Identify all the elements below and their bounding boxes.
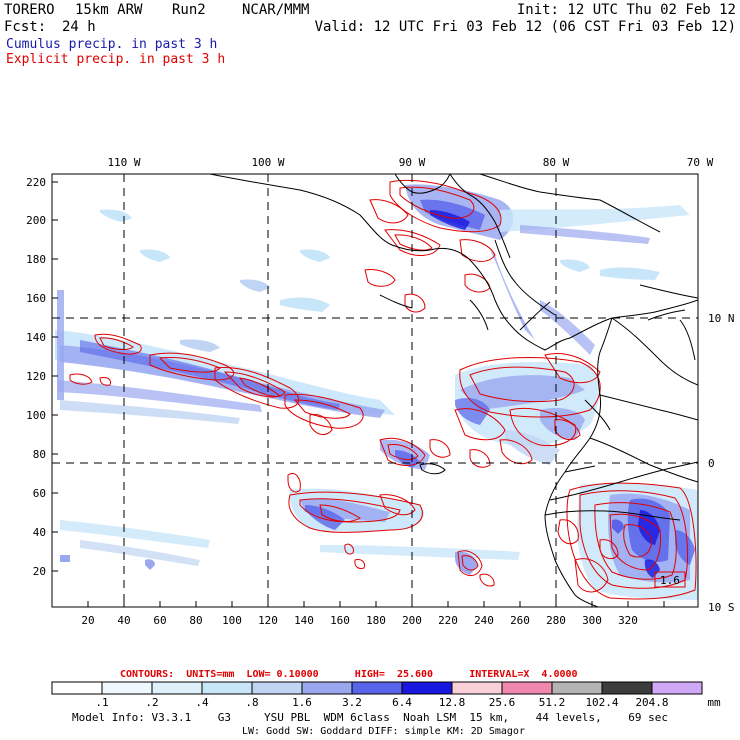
y-index-labels: 220 200 180 160 140 120 100 80 60 40 20 — [26, 176, 46, 578]
colorbar-label: 1.6 — [292, 696, 312, 709]
value-box — [654, 571, 686, 588]
x-tick-label: 280 — [546, 614, 566, 627]
colorbar-swatch — [101, 681, 153, 695]
y-tick-label: 60 — [33, 487, 46, 500]
colorbar — [51, 681, 703, 695]
run-label: Run2 — [172, 2, 206, 18]
y-tick-label: 100 — [26, 409, 46, 422]
valid-time: Valid: 12 UTC Fri 03 Feb 12 (06 CST Fri … — [314, 19, 736, 35]
colorbar-label: 12.8 — [439, 696, 466, 709]
y-tick-label: 180 — [26, 253, 46, 266]
y-tick-label: 220 — [26, 176, 46, 189]
lon-label-80w: 80 W — [543, 156, 570, 169]
colorbar-label: .2 — [145, 696, 158, 709]
contour-info: CONTOURS: UNITS=mm LOW= 0.10000 HIGH= 25… — [120, 669, 578, 680]
colorbar-labels: .1 .2 .4 .8 1.6 3.2 6.4 12.8 25.6 51.2 1… — [95, 696, 721, 709]
model-info-line2: LW: Godd SW: Goddard DIFF: simple KM: 2D… — [242, 726, 525, 737]
init-time: Init: 12 UTC Thu 02 Feb 12 — [516, 2, 736, 18]
x-tick-label: 320 — [618, 614, 638, 627]
x-tick-label: 160 — [330, 614, 350, 627]
x-tick-label: 100 — [222, 614, 242, 627]
x-tick-label: 240 — [474, 614, 494, 627]
explicit-precip-contours — [69, 179, 697, 600]
colorbar-swatch — [451, 681, 503, 695]
x-tick-label: 140 — [294, 614, 314, 627]
colorbar-label: 25.6 — [489, 696, 516, 709]
y-tick-label: 20 — [33, 565, 46, 578]
longitude-labels: 110 W 100 W 90 W 80 W 70 W — [107, 156, 713, 169]
colorbar-swatch — [201, 681, 253, 695]
x-tick-label: 60 — [153, 614, 166, 627]
colorbar-swatch — [651, 681, 703, 695]
value-box-label: 1.6 — [660, 574, 680, 587]
colorbar-swatch — [551, 681, 603, 695]
y-tick-label: 160 — [26, 292, 46, 305]
lat-label-0: 0 — [708, 457, 715, 470]
fcst-label: Fcst: — [4, 19, 47, 35]
fcst-value: 24 h — [62, 19, 96, 35]
coastlines — [209, 174, 698, 607]
model-resolution: 15km ARW — [75, 2, 143, 18]
lat-label-10s: 10 S — [708, 601, 735, 614]
x-tick-label: 300 — [582, 614, 602, 627]
y-tick-label: 140 — [26, 331, 46, 344]
colorbar-swatch — [351, 681, 403, 695]
y-tick-label: 40 — [33, 526, 46, 539]
colorbar-label: .4 — [195, 696, 209, 709]
colorbar-label: 3.2 — [342, 696, 362, 709]
cumulus-precip-shading — [55, 184, 698, 600]
x-tick-label: 80 — [189, 614, 202, 627]
x-tick-label: 20 — [81, 614, 94, 627]
y-tick-label: 120 — [26, 370, 46, 383]
colorbar-label: 6.4 — [392, 696, 412, 709]
x-tick-label: 260 — [510, 614, 530, 627]
y-tick-label: 200 — [26, 214, 46, 227]
x-tick-label: 200 — [402, 614, 422, 627]
colorbar-label: 204.8 — [635, 696, 668, 709]
colorbar-label: 102.4 — [585, 696, 618, 709]
x-tick-label: 220 — [438, 614, 458, 627]
plot-frame — [51, 173, 699, 608]
y-tick-label: 80 — [33, 448, 46, 461]
colorbar-swatch — [301, 681, 353, 695]
latitude-labels: 10 N 0 10 S — [708, 312, 735, 614]
lat-label-10n: 10 N — [708, 312, 735, 325]
legend-cumulus: Cumulus precip. in past 3 h — [6, 37, 218, 52]
colorbar-label: .8 — [245, 696, 258, 709]
colorbar-swatch — [151, 681, 203, 695]
colorbar-unit: mm — [707, 696, 721, 709]
colorbar-swatch — [51, 681, 103, 695]
colorbar-swatch — [601, 681, 653, 695]
org-label: NCAR/MMM — [242, 2, 310, 18]
colorbar-swatch — [401, 681, 453, 695]
lat-lon-grid — [52, 174, 698, 607]
x-index-labels: 20 40 60 80 100 120 140 160 180 200 220 … — [81, 614, 638, 627]
legend-explicit: Explicit precip. in past 3 h — [6, 52, 226, 67]
model-name: TORERO — [4, 2, 55, 18]
model-info-line1: Model Info: V3.3.1 G3 YSU PBL WDM 6class… — [72, 711, 668, 724]
colorbar-label: .1 — [95, 696, 108, 709]
lon-label-100w: 100 W — [251, 156, 284, 169]
x-tick-label: 180 — [366, 614, 386, 627]
x-tick-label: 40 — [117, 614, 130, 627]
lon-label-110w: 110 W — [107, 156, 140, 169]
lon-label-70w: 70 W — [687, 156, 714, 169]
colorbar-swatch — [501, 681, 553, 695]
x-tick-label: 120 — [258, 614, 278, 627]
colorbar-label: 51.2 — [539, 696, 566, 709]
lon-label-90w: 90 W — [399, 156, 426, 169]
axis-ticks — [52, 181, 665, 607]
colorbar-swatch — [251, 681, 303, 695]
